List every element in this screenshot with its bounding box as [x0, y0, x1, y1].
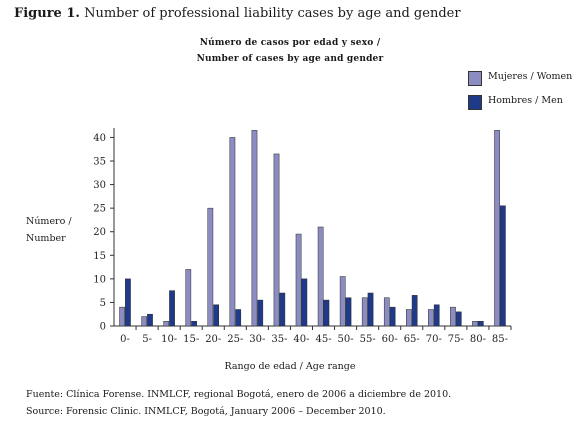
bar-women: [428, 309, 434, 327]
bar-men: [411, 295, 418, 327]
bar-women: [251, 130, 258, 327]
y-tick-label: 15: [93, 251, 106, 262]
figure-label: Figure 1.: [14, 6, 80, 21]
x-tick-label: 55-: [360, 334, 376, 345]
x-tick-label: 35-: [271, 334, 287, 345]
y-axis-label: Número / Number: [26, 213, 72, 247]
bar-men: [235, 309, 242, 327]
bar-women: [472, 321, 478, 327]
bar-women: [229, 137, 236, 327]
x-tick-label: 45-: [315, 334, 331, 345]
chart-title-line2: Number of cases by age and gender: [196, 54, 384, 64]
bar-women: [141, 316, 148, 327]
bar-men: [455, 311, 462, 327]
bar-women: [494, 130, 500, 327]
bar-women: [450, 306, 456, 327]
source-line-es: Fuente: Clínica Forense. INMLCF, regiona…: [26, 389, 452, 400]
bar-men: [433, 304, 440, 327]
bar-women: [317, 226, 324, 327]
bar-women: [339, 276, 346, 327]
bar-women: [185, 269, 192, 327]
bar-women: [163, 321, 170, 327]
bar-men: [345, 297, 352, 327]
bar-men: [125, 278, 131, 327]
bar-women: [273, 153, 280, 327]
bar-men: [367, 292, 374, 327]
x-tick-label: 30-: [249, 334, 265, 345]
bar-men: [389, 306, 396, 327]
bar-men: [301, 278, 308, 327]
x-tick-label: 10-: [161, 334, 177, 345]
figure-caption-text: Number of professional liability cases b…: [84, 6, 461, 21]
y-axis-label-line2: Number: [26, 233, 66, 244]
bar-men: [279, 292, 286, 327]
legend-swatch-men: [468, 95, 482, 110]
legend-label-men: Hombres / Men: [488, 95, 563, 106]
x-axis-label: Rango de edad / Age range: [224, 361, 356, 372]
x-tick-label: 40-: [293, 334, 309, 345]
source-line-en: Source: Forensic Clinic. INMLCF, Bogotá,…: [26, 406, 386, 417]
x-tick-label: 15-: [183, 334, 199, 345]
y-tick-label: 10: [93, 274, 106, 285]
bar-women: [119, 306, 125, 327]
x-tick-label: 85-: [492, 334, 508, 345]
chart-title-line1: Número de casos por edad y sexo /: [199, 38, 381, 48]
x-tick-label: 75-: [448, 334, 464, 345]
bar-women: [361, 297, 368, 327]
x-tick-label: 65-: [404, 334, 420, 345]
y-tick-label: 5: [100, 298, 106, 309]
y-axis-label-line1: Número /: [26, 216, 72, 227]
bar-men: [257, 299, 264, 327]
x-tick-label: 50-: [338, 334, 354, 345]
y-tick-label: 30: [93, 180, 106, 191]
y-tick-label: 25: [93, 204, 106, 215]
bar-men: [147, 313, 153, 327]
y-tick-label: 20: [93, 227, 106, 238]
y-tick-label: 35: [93, 157, 106, 168]
x-tick-label: 60-: [382, 334, 398, 345]
bar-men: [213, 304, 220, 327]
x-tick-label: 80-: [470, 334, 486, 345]
y-tick-label: 40: [93, 133, 106, 144]
legend-label-women: Mujeres / Women: [488, 71, 573, 82]
bar-women: [207, 207, 214, 327]
bar-men: [500, 205, 506, 327]
x-tick-label: 5-: [142, 334, 152, 345]
bar-men: [191, 321, 197, 327]
bar-women: [383, 297, 390, 327]
x-tick-label: 25-: [227, 334, 243, 345]
y-tick-label: 0: [100, 322, 106, 333]
figure-caption: Figure 1. Number of professional liabili…: [14, 6, 461, 21]
x-tick-label: 70-: [426, 334, 442, 345]
bar-men: [477, 321, 484, 327]
bar-men: [169, 290, 175, 327]
bar-women: [295, 233, 302, 327]
legend-swatch-women: [468, 71, 482, 86]
x-tick-label: 20-: [205, 334, 221, 345]
bar-women: [406, 309, 412, 327]
x-tick-label: 0-: [120, 334, 130, 345]
bar-men: [323, 299, 330, 327]
